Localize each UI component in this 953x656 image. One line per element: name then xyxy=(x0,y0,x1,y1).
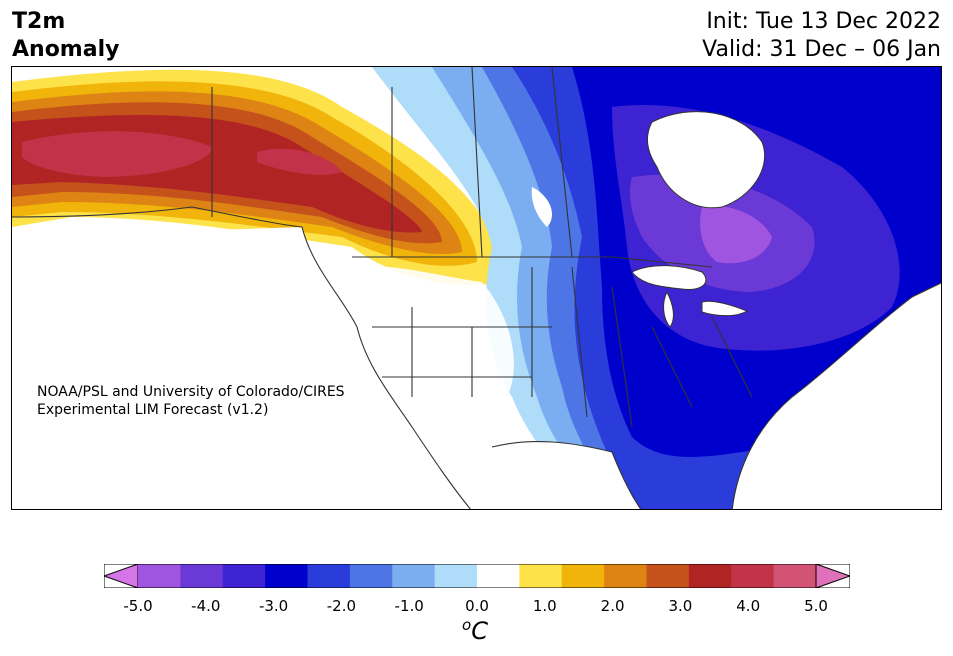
colorbar-tick-label: -3.0 xyxy=(258,597,289,615)
hudson-bay xyxy=(646,111,766,209)
unit-base: C xyxy=(471,617,488,645)
map-title: T2m Anomaly xyxy=(12,8,119,64)
lake-erie xyxy=(701,300,749,317)
colorbar-tick-label: 2.0 xyxy=(600,597,625,615)
colorbar-segment xyxy=(477,564,520,588)
colorbar-segment xyxy=(222,564,266,588)
coastlines xyxy=(12,67,941,509)
colorbar-tick-label: 1.0 xyxy=(532,597,557,615)
colorbar-segment xyxy=(688,564,732,588)
colorbar-segment xyxy=(307,564,351,588)
anomaly-map xyxy=(11,66,942,510)
colorbar-tick-label: 0.0 xyxy=(465,597,489,615)
colorbar-tick-label: 3.0 xyxy=(668,597,693,615)
colorbar-segments xyxy=(104,564,850,588)
colorbar-segment xyxy=(138,564,181,588)
colorbar-extend-high xyxy=(815,564,850,588)
unit-superscript: o xyxy=(462,616,472,634)
map-canvas xyxy=(12,67,941,509)
title-line-1: T2m xyxy=(12,9,66,34)
colorbar-tick-label: -5.0 xyxy=(123,597,153,615)
colorbar-tick-label: -2.0 xyxy=(326,597,357,615)
colorbar-tick-label: -4.0 xyxy=(191,597,221,615)
colorbar-segment xyxy=(646,564,690,588)
title-line-2: Anomaly xyxy=(12,37,120,62)
great-lakes xyxy=(631,265,707,291)
colorbar-tick-label: 5.0 xyxy=(804,597,828,615)
gulf-of-mexico xyxy=(482,441,641,509)
credit-text: NOAA/PSL and University of Colorado/CIRE… xyxy=(37,383,345,419)
atlantic-ocean xyxy=(732,282,941,509)
colorbar-segment xyxy=(604,564,647,588)
pacific-ocean xyxy=(12,227,471,509)
credit-line-1: NOAA/PSL and University of Colorado/CIRE… xyxy=(37,384,345,400)
colorbar-tick-label: -1.0 xyxy=(394,597,424,615)
colorbar-tick-label: 4.0 xyxy=(736,597,761,615)
credit-line-2: Experimental LIM Forecast (v1.2) xyxy=(37,402,269,418)
valid-range: Valid: 31 Dec – 06 Jan xyxy=(702,37,941,62)
colorbar-segment xyxy=(265,564,308,588)
colorbar-segment xyxy=(519,564,563,588)
init-date: Init: Tue 13 Dec 2022 xyxy=(706,9,941,34)
colorbar-segment xyxy=(349,564,393,588)
colorbar-segment xyxy=(180,564,224,588)
colorbar-extend-low xyxy=(104,564,139,588)
lake-michigan xyxy=(663,290,674,328)
colorbar-segment xyxy=(434,564,478,588)
colorbar xyxy=(104,564,850,588)
colorbar-segment xyxy=(561,564,605,588)
colorbar-segment xyxy=(392,564,436,588)
date-info: Init: Tue 13 Dec 2022 Valid: 31 Dec – 06… xyxy=(702,8,941,64)
colorbar-segment xyxy=(773,564,817,588)
colorbar-segment xyxy=(731,564,775,588)
colorbar-unit: oC xyxy=(462,616,488,645)
